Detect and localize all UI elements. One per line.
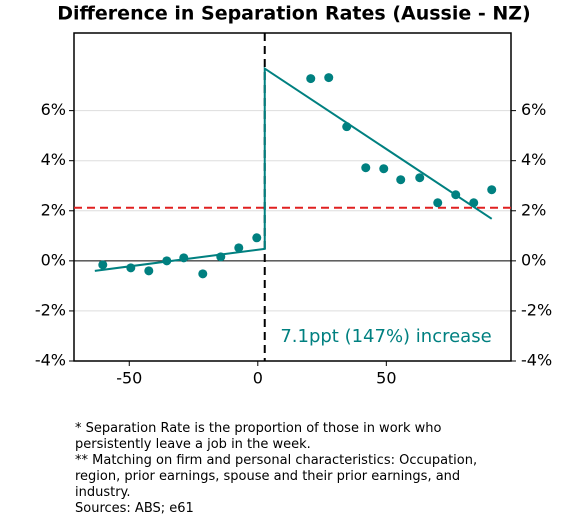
footnote: industry. (75, 485, 131, 500)
point (98, 260, 108, 270)
y2-tick-label: 6% (521, 100, 546, 119)
point (433, 198, 443, 208)
point (361, 163, 371, 173)
point (415, 173, 425, 183)
point (487, 185, 497, 195)
footnote: region, prior earnings, spouse and their… (75, 469, 460, 484)
y2-tick-label: -4% (521, 351, 552, 370)
point (144, 266, 154, 276)
footnote: * Separation Rate is the proportion of t… (75, 421, 442, 436)
footnote: persistently leave a job in the week. (75, 437, 311, 452)
y2-tick-label: 2% (521, 200, 546, 219)
footnote: ** Matching on firm and personal charact… (75, 453, 477, 468)
x-tick-label: 50 (376, 369, 396, 388)
y2-tick-label: -2% (521, 300, 552, 319)
point (306, 74, 316, 84)
y2-tick-label: 4% (521, 150, 546, 169)
annotation: 7.1ppt (147%) increase (280, 326, 491, 347)
chart-title: Difference in Separation Rates (Aussie -… (57, 3, 531, 25)
y-tick-label: 6% (41, 100, 66, 119)
point (234, 243, 244, 253)
point (126, 263, 136, 273)
point (342, 122, 352, 132)
y-tick-label: -4% (35, 351, 66, 370)
y2-tick-label: 0% (521, 250, 546, 269)
footnote: Sources: ABS; e61 (75, 501, 194, 516)
y-tick-label: -2% (35, 300, 66, 319)
point (252, 233, 262, 243)
point (469, 198, 479, 208)
plot-frame (73, 32, 512, 362)
point (324, 73, 334, 83)
point (216, 252, 226, 262)
y-tick-label: 2% (41, 200, 66, 219)
point (198, 269, 208, 279)
fit-line (94, 66, 493, 272)
point (162, 256, 172, 266)
x-tick-label: 0 (253, 369, 263, 388)
x-tick-label: -50 (116, 369, 142, 388)
point (451, 190, 461, 200)
point (379, 164, 389, 174)
y-tick-label: 4% (41, 150, 66, 169)
point (396, 175, 406, 185)
point (179, 253, 189, 263)
y-tick-label: 0% (41, 250, 66, 269)
